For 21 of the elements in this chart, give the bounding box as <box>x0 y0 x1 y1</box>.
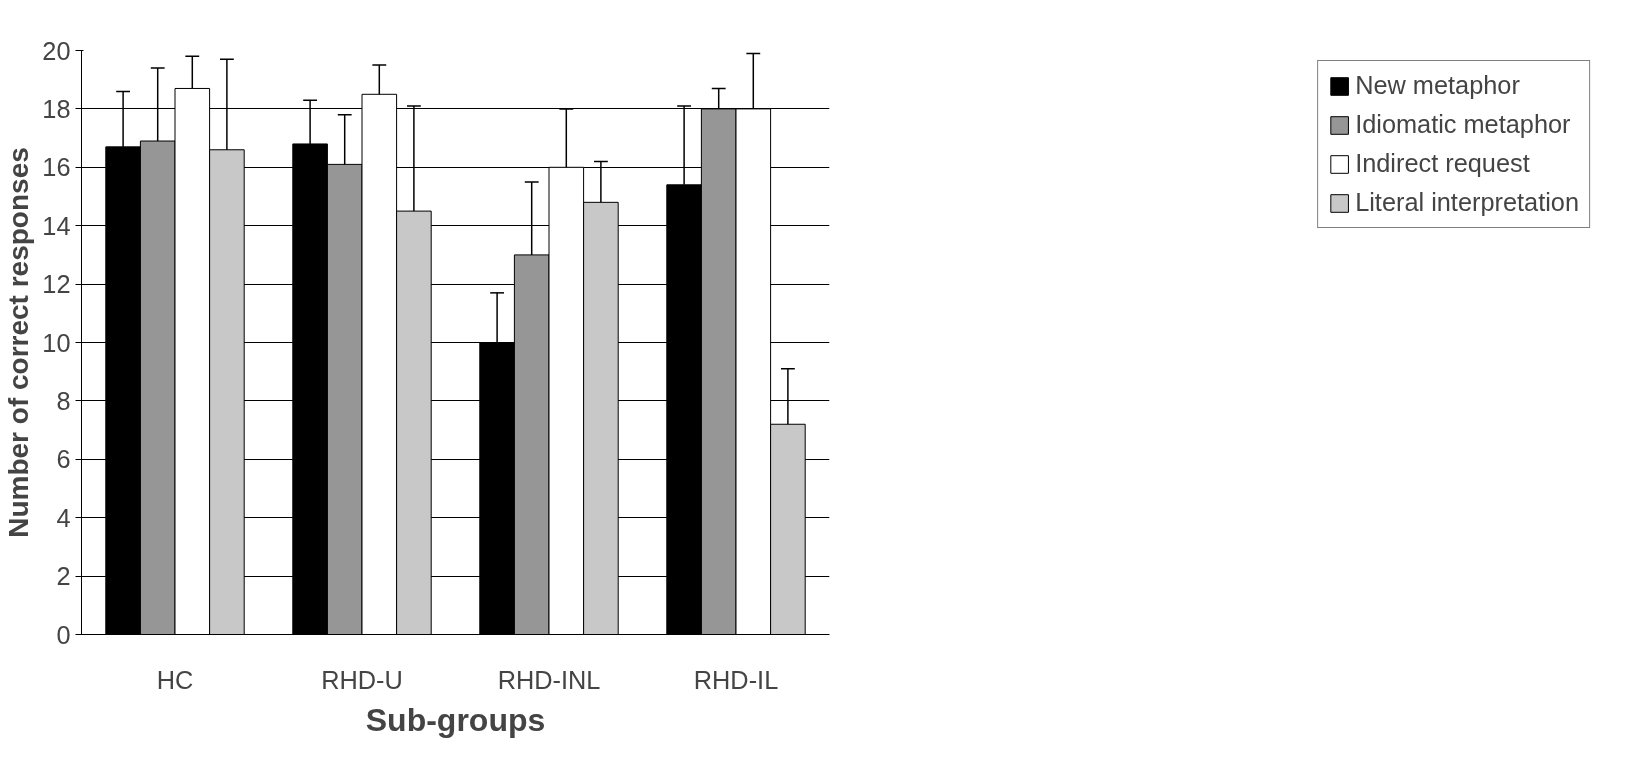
y-tick-label: 2 <box>56 562 71 591</box>
x-tick-label: RHD-IL <box>693 665 779 694</box>
x-axis-title: Sub-groups <box>365 701 546 738</box>
y-tick-label: 20 <box>42 36 71 65</box>
legend-label: Indirect request <box>1355 149 1530 178</box>
x-tick-label: RHD-U <box>321 665 403 694</box>
x-tick-label: RHD-INL <box>497 665 601 694</box>
legend-label: Literal interpretation <box>1355 188 1579 217</box>
x-tick-label: HC <box>156 665 194 694</box>
legend-label: New metaphor <box>1355 71 1520 100</box>
y-tick-label: 8 <box>56 386 71 415</box>
y-tick-label: 18 <box>42 94 71 123</box>
y-axis-title: Number of correct responses <box>3 147 35 538</box>
y-tick-label: 10 <box>42 328 71 357</box>
y-tick-label: 6 <box>56 445 71 474</box>
y-tick-label: 4 <box>56 503 71 532</box>
legend-label: Idiomatic metaphor <box>1355 110 1571 139</box>
y-tick-label: 14 <box>42 211 71 240</box>
y-tick-label: 0 <box>56 620 71 649</box>
y-tick-label: 16 <box>42 153 71 182</box>
y-tick-label: 12 <box>42 270 71 299</box>
